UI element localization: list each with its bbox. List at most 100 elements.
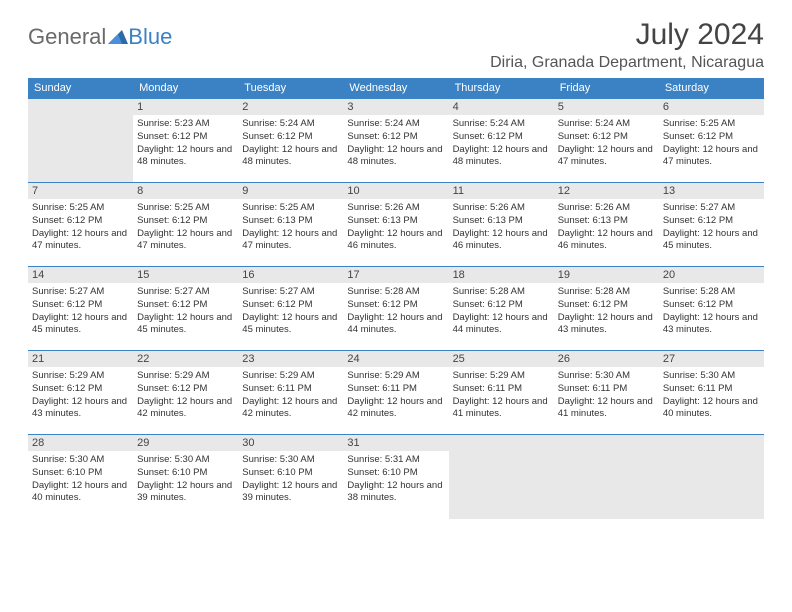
week-row: 1 Sunrise: 5:23 AMSunset: 6:12 PMDaylight… <box>28 99 764 183</box>
day-number: 4 <box>449 99 554 115</box>
day-number: 22 <box>133 351 238 367</box>
day-cell: 29Sunrise: 5:30 AMSunset: 6:10 PMDayligh… <box>133 435 238 519</box>
day-cell: 8 Sunrise: 5:25 AMSunset: 6:12 PMDaylight… <box>133 183 238 267</box>
day-info: Sunrise: 5:29 AMSunset: 6:11 PMDaylight:… <box>453 370 550 421</box>
day-cell: 20 Sunrise: 5:28 AMSunset: 6:12 PMDayligh… <box>659 267 764 351</box>
day-info: Sunrise: 5:25 AMSunset: 6:12 PMDaylight:… <box>663 118 760 169</box>
day-info: Sunrise: 5:25 AMSunset: 6:12 PMDaylight:… <box>32 202 129 253</box>
day-info: Sunrise: 5:30 AMSunset: 6:10 PMDaylight:… <box>242 454 339 505</box>
day-cell <box>449 435 554 519</box>
day-number: 17 <box>343 267 448 283</box>
day-cell: 15Sunrise: 5:27 AMSunset: 6:12 PMDayligh… <box>133 267 238 351</box>
day-cell: 3 Sunrise: 5:24 AMSunset: 6:12 PMDaylight… <box>343 99 448 183</box>
day-cell: 25 Sunrise: 5:29 AMSunset: 6:11 PMDayligh… <box>449 351 554 435</box>
day-number: 20 <box>659 267 764 283</box>
day-number: 28 <box>28 435 133 451</box>
day-cell <box>554 435 659 519</box>
day-cell: 4 Sunrise: 5:24 AMSunset: 6:12 PMDaylight… <box>449 99 554 183</box>
day-cell: 27 Sunrise: 5:30 AMSunset: 6:11 PMDayligh… <box>659 351 764 435</box>
calendar-body: 1 Sunrise: 5:23 AMSunset: 6:12 PMDaylight… <box>28 99 764 519</box>
day-cell: 23Sunrise: 5:29 AMSunset: 6:11 PMDayligh… <box>238 351 343 435</box>
week-row: 21Sunrise: 5:29 AMSunset: 6:12 PMDayligh… <box>28 351 764 435</box>
day-number: 18 <box>449 267 554 283</box>
day-number: 24 <box>343 351 448 367</box>
day-number: 8 <box>133 183 238 199</box>
day-cell: 10 Sunrise: 5:26 AMSunset: 6:13 PMDayligh… <box>343 183 448 267</box>
day-number: 13 <box>659 183 764 199</box>
logo: General Blue <box>28 18 172 50</box>
day-number: 27 <box>659 351 764 367</box>
day-cell: 18 Sunrise: 5:28 AMSunset: 6:12 PMDayligh… <box>449 267 554 351</box>
day-number: 25 <box>449 351 554 367</box>
day-number: 2 <box>238 99 343 115</box>
day-number: 21 <box>28 351 133 367</box>
day-number: 5 <box>554 99 659 115</box>
day-number: 9 <box>238 183 343 199</box>
day-info: Sunrise: 5:24 AMSunset: 6:12 PMDaylight:… <box>347 118 444 169</box>
day-cell: 9 Sunrise: 5:25 AMSunset: 6:13 PMDaylight… <box>238 183 343 267</box>
day-number: 11 <box>449 183 554 199</box>
day-cell: 26 Sunrise: 5:30 AMSunset: 6:11 PMDayligh… <box>554 351 659 435</box>
day-cell: 19 Sunrise: 5:28 AMSunset: 6:12 PMDayligh… <box>554 267 659 351</box>
day-info: Sunrise: 5:28 AMSunset: 6:12 PMDaylight:… <box>347 286 444 337</box>
day-cell: 13 Sunrise: 5:27 AMSunset: 6:12 PMDayligh… <box>659 183 764 267</box>
day-number: 19 <box>554 267 659 283</box>
day-cell <box>28 99 133 183</box>
day-cell: 17 Sunrise: 5:28 AMSunset: 6:12 PMDayligh… <box>343 267 448 351</box>
day-info: Sunrise: 5:28 AMSunset: 6:12 PMDaylight:… <box>663 286 760 337</box>
day-number: 16 <box>238 267 343 283</box>
weekday-header: Monday <box>133 78 238 99</box>
day-number: 31 <box>343 435 448 451</box>
day-cell: 2 Sunrise: 5:24 AMSunset: 6:12 PMDaylight… <box>238 99 343 183</box>
day-info: Sunrise: 5:28 AMSunset: 6:12 PMDaylight:… <box>558 286 655 337</box>
day-number: 6 <box>659 99 764 115</box>
weekday-header: Friday <box>554 78 659 99</box>
week-row: 7Sunrise: 5:25 AMSunset: 6:12 PMDaylight… <box>28 183 764 267</box>
day-cell: 5 Sunrise: 5:24 AMSunset: 6:12 PMDaylight… <box>554 99 659 183</box>
day-info: Sunrise: 5:30 AMSunset: 6:11 PMDaylight:… <box>558 370 655 421</box>
page-header: General Blue July 2024 Diria, Granada De… <box>28 18 764 72</box>
day-info: Sunrise: 5:25 AMSunset: 6:12 PMDaylight:… <box>137 202 234 253</box>
day-info: Sunrise: 5:30 AMSunset: 6:10 PMDaylight:… <box>32 454 129 505</box>
day-cell: 7Sunrise: 5:25 AMSunset: 6:12 PMDaylight… <box>28 183 133 267</box>
day-cell: 21Sunrise: 5:29 AMSunset: 6:12 PMDayligh… <box>28 351 133 435</box>
day-info: Sunrise: 5:27 AMSunset: 6:12 PMDaylight:… <box>32 286 129 337</box>
day-info: Sunrise: 5:24 AMSunset: 6:12 PMDaylight:… <box>453 118 550 169</box>
location-text: Diria, Granada Department, Nicaragua <box>490 54 764 72</box>
day-info: Sunrise: 5:27 AMSunset: 6:12 PMDaylight:… <box>663 202 760 253</box>
month-title: July 2024 <box>490 18 764 52</box>
day-number: 10 <box>343 183 448 199</box>
day-info: Sunrise: 5:24 AMSunset: 6:12 PMDaylight:… <box>242 118 339 169</box>
day-number: 14 <box>28 267 133 283</box>
day-cell: 24 Sunrise: 5:29 AMSunset: 6:11 PMDayligh… <box>343 351 448 435</box>
day-number: 1 <box>133 99 238 115</box>
day-info: Sunrise: 5:30 AMSunset: 6:11 PMDaylight:… <box>663 370 760 421</box>
day-info: Sunrise: 5:25 AMSunset: 6:13 PMDaylight:… <box>242 202 339 253</box>
weekday-header: Saturday <box>659 78 764 99</box>
day-info: Sunrise: 5:23 AMSunset: 6:12 PMDaylight:… <box>137 118 234 169</box>
day-info: Sunrise: 5:27 AMSunset: 6:12 PMDaylight:… <box>242 286 339 337</box>
weekday-header: Tuesday <box>238 78 343 99</box>
day-number: 26 <box>554 351 659 367</box>
day-cell: 30 Sunrise: 5:30 AMSunset: 6:10 PMDayligh… <box>238 435 343 519</box>
day-cell: 14 Sunrise: 5:27 AMSunset: 6:12 PMDayligh… <box>28 267 133 351</box>
day-info: Sunrise: 5:31 AMSunset: 6:10 PMDaylight:… <box>347 454 444 505</box>
day-number: 23 <box>238 351 343 367</box>
day-number: 30 <box>238 435 343 451</box>
day-info: Sunrise: 5:26 AMSunset: 6:13 PMDaylight:… <box>558 202 655 253</box>
day-cell: 12 Sunrise: 5:26 AMSunset: 6:13 PMDayligh… <box>554 183 659 267</box>
day-info: Sunrise: 5:24 AMSunset: 6:12 PMDaylight:… <box>558 118 655 169</box>
day-info: Sunrise: 5:29 AMSunset: 6:11 PMDaylight:… <box>347 370 444 421</box>
week-row: 28 Sunrise: 5:30 AMSunset: 6:10 PMDayligh… <box>28 435 764 519</box>
day-info: Sunrise: 5:29 AMSunset: 6:12 PMDaylight:… <box>137 370 234 421</box>
day-info: Sunrise: 5:26 AMSunset: 6:13 PMDaylight:… <box>347 202 444 253</box>
week-row: 14Sunrise: 5:27 AMSunset: 6:12 PMDayligh… <box>28 267 764 351</box>
day-cell: 1 Sunrise: 5:23 AMSunset: 6:12 PMDaylight… <box>133 99 238 183</box>
day-info: Sunrise: 5:27 AMSunset: 6:12 PMDaylight:… <box>137 286 234 337</box>
day-info: Sunrise: 5:28 AMSunset: 6:12 PMDaylight:… <box>453 286 550 337</box>
day-cell: 28 Sunrise: 5:30 AMSunset: 6:10 PMDayligh… <box>28 435 133 519</box>
day-number: 12 <box>554 183 659 199</box>
day-number: 3 <box>343 99 448 115</box>
weekday-header-row: SundayMondayTuesdayWednesdayThursdayFrid… <box>28 78 764 99</box>
day-cell <box>659 435 764 519</box>
